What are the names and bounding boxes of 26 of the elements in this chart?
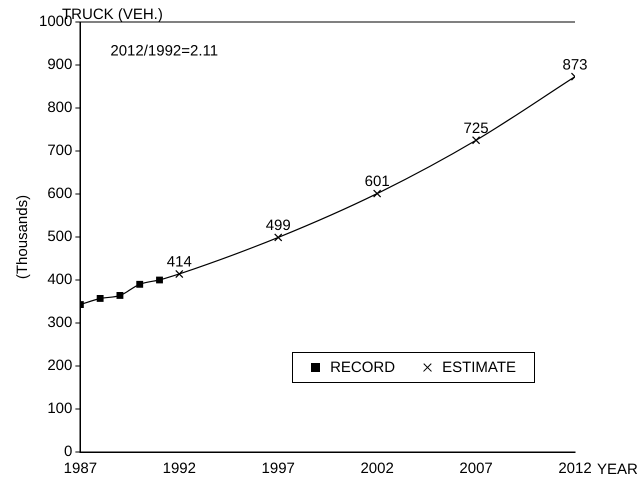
y-tick-label: 600 xyxy=(47,185,72,202)
x-tick-label: 1987 xyxy=(64,460,98,478)
x-tick-label: 2002 xyxy=(360,460,394,478)
x-tick-label: 2007 xyxy=(459,460,493,478)
y-tick-label: 0 xyxy=(64,443,72,460)
data-label: 499 xyxy=(266,217,291,234)
data-label: 601 xyxy=(364,173,390,190)
data-label: 873 xyxy=(562,56,588,74)
y-tick-label: 900 xyxy=(47,56,72,74)
data-label: 414 xyxy=(166,254,192,271)
x-axis-title: YEAR xyxy=(597,461,637,478)
legend-label: RECORD xyxy=(330,359,396,376)
y-tick-label: 200 xyxy=(47,357,72,374)
y-axis-title: (Thousands) xyxy=(14,194,32,280)
y-tick-label: 500 xyxy=(47,228,72,246)
y-tick-label: 400 xyxy=(47,271,72,288)
data-label: 725 xyxy=(464,120,489,137)
x-tick-label: 1992 xyxy=(162,460,196,478)
x-tick-label: 1997 xyxy=(262,460,295,478)
annotation: 2012/1992=2.11 xyxy=(110,42,218,60)
y-tick-label: 300 xyxy=(47,314,72,332)
x-tick-label: 2012 xyxy=(558,460,592,478)
y-tick-label: 100 xyxy=(47,400,72,418)
y-tick-label: 800 xyxy=(47,99,72,116)
y-tick-label: 700 xyxy=(47,142,72,160)
legend-label: ESTIMATE xyxy=(442,359,516,376)
